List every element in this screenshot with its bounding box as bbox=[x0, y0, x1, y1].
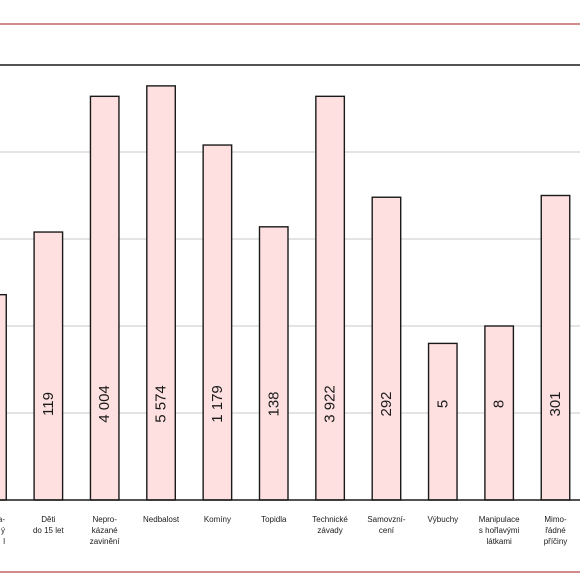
value-label-4: 1 179 bbox=[209, 385, 226, 423]
category-label-5: Topidla bbox=[261, 515, 287, 524]
category-label-1: Děti do 15 let bbox=[33, 515, 64, 535]
category-label-3: Nedbalost bbox=[143, 515, 180, 524]
value-label-1: 119 bbox=[40, 392, 57, 416]
bar-4 bbox=[202, 144, 233, 501]
bars bbox=[0, 85, 571, 501]
value-label-3: 5 574 bbox=[153, 385, 170, 423]
value-label-7: 292 bbox=[378, 391, 395, 416]
category-label-4: Komíny bbox=[204, 515, 231, 524]
bar-2 bbox=[89, 95, 120, 501]
bar-0 bbox=[0, 293, 7, 501]
value-label-10: 301 bbox=[547, 391, 564, 416]
category-label-9: Manipulace s hořlavými látkami bbox=[479, 515, 520, 546]
value-label-8: 5 bbox=[434, 400, 451, 408]
bar-6 bbox=[315, 95, 346, 501]
category-label-7: Samovzní-cení bbox=[367, 515, 406, 535]
bar-3 bbox=[146, 85, 177, 501]
value-label-6: 3 922 bbox=[322, 385, 339, 423]
bar-8 bbox=[427, 342, 458, 501]
bar-10 bbox=[540, 194, 571, 501]
value-labels: 119 4 004 5 574 1 179 138 3 922 292 5 8 301 bbox=[40, 385, 564, 423]
category-label-6: Technické závady bbox=[312, 515, 348, 535]
category-label-2: Nepro-kázané zavinění bbox=[90, 515, 121, 546]
bar-7 bbox=[371, 196, 402, 501]
bar-5 bbox=[258, 226, 289, 501]
bar-9 bbox=[484, 325, 515, 501]
value-label-9: 8 bbox=[491, 400, 508, 408]
category-label-8: Výbuchy bbox=[427, 515, 458, 524]
category-label-10: Mimo-řádné příčiny bbox=[544, 515, 568, 546]
value-label-5: 138 bbox=[265, 391, 282, 416]
value-label-2: 4 004 bbox=[96, 385, 113, 423]
bar-1 bbox=[33, 231, 64, 501]
category-label-0: ra-ýl bbox=[0, 515, 5, 546]
